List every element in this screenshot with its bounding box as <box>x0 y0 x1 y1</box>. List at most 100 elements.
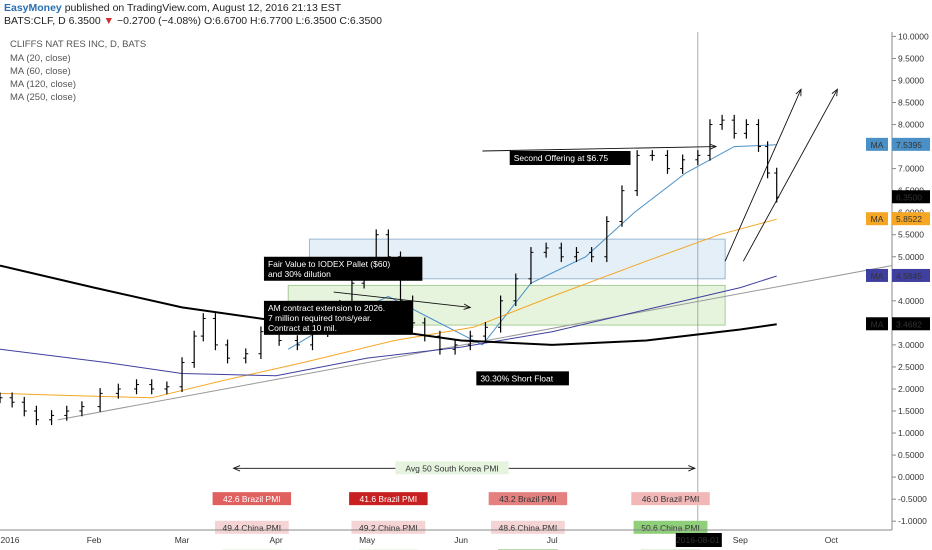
zone-layer <box>287 32 726 530</box>
x-tick-label: 2016 <box>1 535 20 545</box>
ma-tag <box>866 317 888 331</box>
note-text: Contract at 10 mil. <box>268 323 337 333</box>
annotation-layer: Second Offering at $6.75 Fair Value to IO… <box>212 88 838 550</box>
projection-arrow <box>742 89 838 262</box>
ma-line-2 <box>0 218 777 399</box>
y-tick-label: -1.0000 <box>898 516 927 526</box>
y-tick-label: 4.0000 <box>898 296 924 306</box>
pmi-cell <box>214 520 289 534</box>
y-tick-label: 1.5000 <box>898 406 924 416</box>
axes-layer: 10.00009.50009.00008.50008.00007.50007.0… <box>0 31 930 547</box>
note-box <box>509 150 631 165</box>
pmi-cell-text: 49.2 China PMI <box>359 523 418 533</box>
note-box <box>263 300 413 335</box>
note-text: and 30% dilution <box>268 269 331 279</box>
price-tag-text: 4.5645 <box>896 271 922 281</box>
ma-line-4 <box>0 264 777 346</box>
x-tick-label: Mar <box>175 535 190 545</box>
legend-entry: MA (120, close) <box>10 79 76 90</box>
pmi-title-box <box>395 461 509 475</box>
trendline <box>57 265 893 421</box>
note-text: Fair Value to IODEX Pallet ($60) <box>268 259 390 269</box>
y-tick-label: 2.0000 <box>898 384 924 394</box>
y-tick-label: 5.5000 <box>898 230 924 240</box>
price-tag-text: 5.8522 <box>896 214 922 224</box>
price-change: −0.2700 (−4.08%) <box>116 15 202 27</box>
published-text: published on TradingView.com, August 12,… <box>61 2 342 14</box>
chart-title: CLIFFS NAT RES INC, D, BATS <box>10 39 146 50</box>
y-tick-label: -0.5000 <box>898 494 927 504</box>
x-tick-label: Oct <box>825 535 839 545</box>
last-price: 6.3500 <box>68 15 101 27</box>
price-tag-text: 6.3500 <box>896 192 922 202</box>
price-tag-text: 3.4682 <box>896 319 922 329</box>
note-text: AM contract extension to 2026. <box>268 303 385 313</box>
note-text: 30.30% Short Float <box>480 373 553 383</box>
publisher-name[interactable]: EasyMoney <box>4 2 62 14</box>
y-tick-label: 2.5000 <box>898 362 924 372</box>
pmi-arrow-right-head <box>688 465 696 472</box>
y-tick-label: 8.5000 <box>898 98 924 108</box>
x-tick-label: May <box>359 535 376 545</box>
ma-tag <box>866 268 888 282</box>
pmi-cell-text: 49.4 China PMI <box>223 523 282 533</box>
note-box <box>476 371 569 386</box>
x-tick-label: Apr <box>269 535 282 545</box>
projection-arrow <box>724 89 802 262</box>
offering-arrow-head <box>709 143 718 150</box>
note-text: Second Offering at $6.75 <box>514 153 609 163</box>
note-box <box>263 256 423 281</box>
legend-entry: MA (60, close) <box>10 66 71 77</box>
price-tag <box>892 190 930 204</box>
pmi-title: Avg 50 South Korea PMI <box>405 463 498 473</box>
y-tick-label: 8.0000 <box>898 120 924 130</box>
price-tag-text: 7.5395 <box>896 140 922 150</box>
y-tick-label: 3.0000 <box>898 340 924 350</box>
contract-arrow-head <box>463 303 472 310</box>
price-tag <box>892 317 930 331</box>
y-tick-label: 5.0000 <box>898 252 924 262</box>
x-crosshair-label-bg <box>675 533 722 547</box>
series-layer <box>0 114 893 426</box>
x-tick-label: Jun <box>454 535 468 545</box>
pmi-cell <box>491 520 565 534</box>
pmi-cell <box>631 492 710 506</box>
chart-header: EasyMoney published on TradingView.com, … <box>0 0 932 30</box>
pmi-arrow-left-head <box>232 465 241 472</box>
y-tick-label: 7.0000 <box>898 164 924 174</box>
ma-tag-text: MA <box>871 271 884 281</box>
quote-line: BATS:CLF, D 6.3500 ▼ −0.2700 (−4.08%) O:… <box>4 15 382 27</box>
y-tick-label: 0.0000 <box>898 472 924 482</box>
pmi-cell <box>633 520 708 534</box>
ma-line-3 <box>0 275 777 377</box>
down-arrow-icon: ▼ <box>103 15 115 27</box>
x-tick-label: Feb <box>87 535 102 545</box>
publisher-line: EasyMoney published on TradingView.com, … <box>4 2 341 14</box>
pmi-cell-text: 41.6 Brazil PMI <box>360 494 418 504</box>
symbol-label: BATS:CLF, D <box>4 15 66 27</box>
pmi-cell <box>351 520 426 534</box>
legend-entry: MA (250, close) <box>10 92 76 103</box>
pmi-cell-text: 46.0 Brazil PMI <box>642 494 700 504</box>
ma-tag-text: MA <box>871 319 884 329</box>
ma-tag-text: MA <box>871 140 884 150</box>
y-tick-label: 10.0000 <box>898 31 929 41</box>
pmi-cell <box>212 492 292 506</box>
y-tick-label: 9.5000 <box>898 53 924 63</box>
y-tick-label: 1.0000 <box>898 428 924 438</box>
pmi-cell-text: 48.6 China PMI <box>499 523 558 533</box>
pmi-cell <box>488 492 568 506</box>
x-tick-label: Sep <box>733 535 748 545</box>
y-tick-label: 0.5000 <box>898 450 924 460</box>
price-tag <box>892 137 930 151</box>
y-tick-label: 9.0000 <box>898 75 924 85</box>
pmi-cell-text: 43.2 Brazil PMI <box>499 494 557 504</box>
ma-tag-text: MA <box>871 214 884 224</box>
pmi-cell-text: 42.6 Brazil PMI <box>223 494 281 504</box>
note-text: 7 million required tons/year. <box>268 313 372 323</box>
projection-arrow-head <box>795 88 802 97</box>
pmi-cell-text: 50.6 China PMI <box>641 523 700 533</box>
contract-arrow <box>333 291 471 308</box>
projection-arrow-head <box>831 88 838 97</box>
stock-chart[interactable]: CLIFFS NAT RES INC, D, BATS MA (20, clos… <box>0 30 932 550</box>
